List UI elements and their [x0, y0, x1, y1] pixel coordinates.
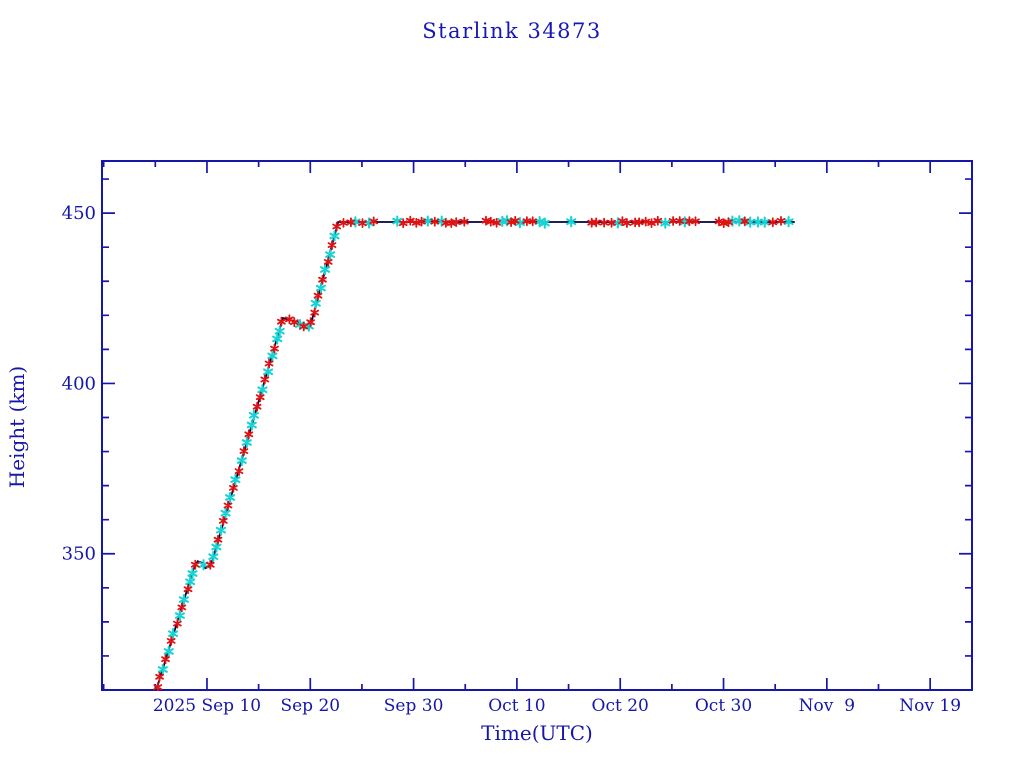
x-axis-label: Time(UTC)	[481, 721, 593, 745]
x-tick-label: Oct 30	[695, 696, 752, 716]
x-tick-label: Sep 20	[280, 696, 340, 716]
x-tick-label: Nov 9	[799, 696, 855, 716]
x-tick-label: Sep 30	[384, 696, 444, 716]
x-tick-label: Nov 19	[899, 696, 961, 716]
plot-frame	[101, 160, 973, 691]
chart-title: Starlink 34873	[422, 19, 602, 43]
y-tick-label: 450	[62, 203, 96, 224]
x-tick-label: Oct 10	[488, 696, 545, 716]
x-tick-label: Oct 20	[592, 696, 649, 716]
y-tick-label: 350	[62, 544, 96, 565]
axis-ticks	[102, 161, 972, 690]
height-line	[155, 221, 795, 691]
red-asterisk-markers	[153, 215, 786, 691]
cyan-asterisk-markers	[157, 215, 794, 676]
y-tick-label: 400	[62, 373, 96, 394]
y-axis-label: Height (km)	[5, 366, 29, 488]
x-tick-label: 2025 Sep 10	[153, 696, 261, 716]
